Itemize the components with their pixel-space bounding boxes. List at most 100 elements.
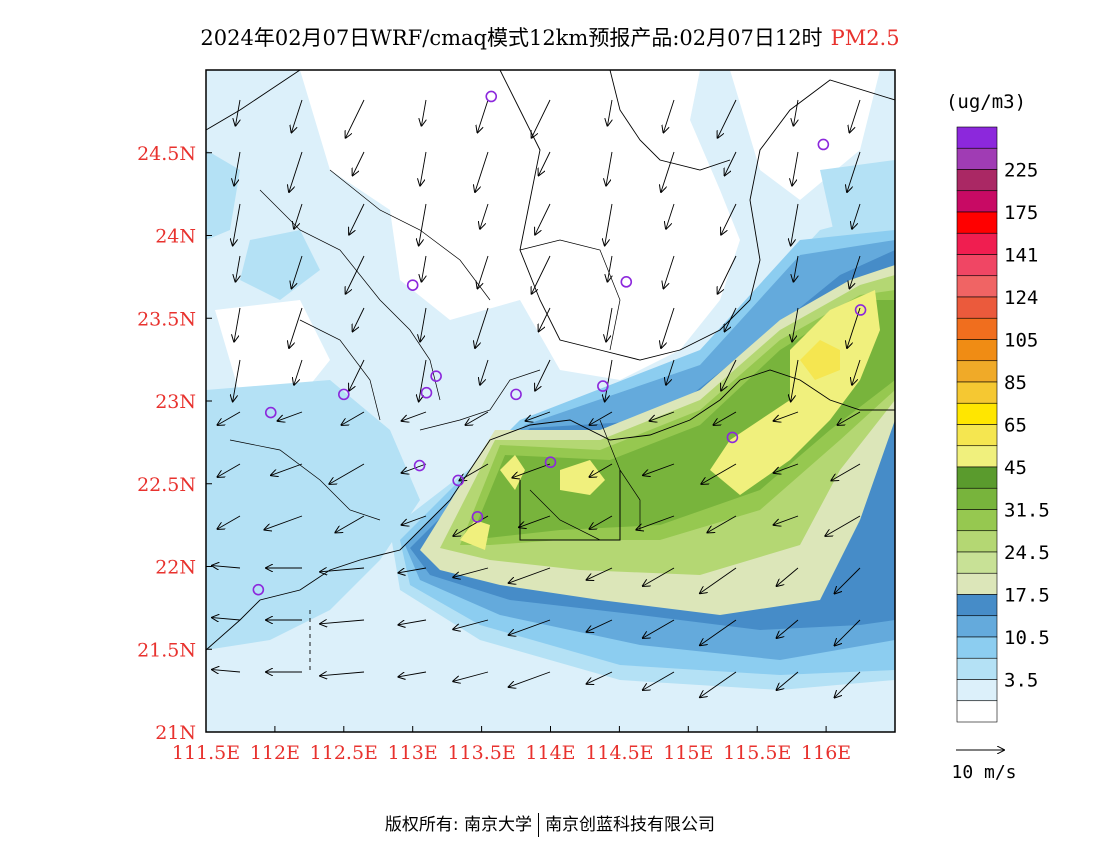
wind-arrow	[217, 411, 241, 425]
wind-arrow	[453, 671, 489, 681]
wind-arrow	[480, 203, 489, 229]
x-tick-label: 115.5E	[723, 742, 791, 764]
wind-arrow	[512, 463, 551, 478]
wind-arrow	[234, 307, 241, 341]
wind-arrow	[700, 567, 737, 593]
wind-arrow	[663, 99, 675, 132]
title-pollutant: PM2.5	[830, 26, 900, 50]
wind-arrow	[718, 255, 737, 294]
wind-arrow	[643, 463, 675, 475]
wind-arrow	[661, 307, 675, 348]
wind-arrow	[532, 99, 551, 138]
wind-arrow	[419, 203, 427, 245]
wind-arrow	[475, 307, 489, 348]
wind-arrow	[289, 151, 303, 192]
legend-swatch	[956, 530, 998, 553]
x-tick-label: 111.5E	[172, 742, 240, 764]
wind-arrow	[421, 255, 426, 282]
legend-swatch	[956, 126, 998, 149]
legend-swatch	[956, 232, 998, 255]
wind-arrow	[294, 359, 303, 385]
wind-arrow	[335, 515, 365, 533]
wind-arrow	[793, 99, 798, 126]
wind-arrow	[402, 515, 427, 525]
legend-swatch	[956, 190, 998, 213]
wind-arrow	[235, 99, 240, 126]
wind-arrow	[291, 255, 303, 288]
legend-label: 175	[1004, 202, 1038, 224]
wind-arrow	[852, 359, 861, 385]
wind-arrow	[398, 619, 427, 625]
legend-swatch	[956, 317, 998, 340]
wind-arrow	[535, 203, 551, 235]
wind-arrow	[453, 619, 489, 629]
wind-arrow	[519, 515, 551, 527]
wind-arrow	[587, 619, 613, 632]
wind-arrow	[353, 151, 365, 175]
wind-arrow	[278, 411, 303, 421]
province-border	[206, 70, 895, 361]
legend-label: 124	[1004, 287, 1038, 309]
x-tick-label: 114E	[525, 742, 575, 764]
wind-arrow	[419, 359, 427, 401]
wind-arrow	[792, 151, 799, 185]
legend-swatch	[956, 169, 998, 192]
wind-arrow	[589, 463, 613, 477]
wind-arrow	[477, 99, 489, 132]
y-tick-label: 23.5N	[137, 308, 196, 330]
station-marker	[413, 459, 426, 472]
wind-arrow	[421, 99, 426, 126]
wind-arrow	[587, 567, 613, 580]
legend-swatch	[956, 211, 998, 234]
wind-arrow	[607, 99, 612, 126]
wind-arrow	[320, 568, 365, 572]
station-marker	[817, 138, 830, 151]
y-tick-label: 24N	[155, 226, 196, 248]
wind-arrow	[837, 411, 861, 425]
legend-label: 17.5	[1004, 585, 1050, 607]
wind-vectors	[212, 99, 861, 697]
wind-arrow	[701, 463, 737, 484]
legend-swatch	[956, 679, 998, 702]
concentration-field	[206, 70, 895, 732]
legend-swatch	[956, 360, 998, 383]
wind-arrow	[636, 515, 675, 530]
wind-arrow	[349, 359, 365, 391]
wind-arrow	[349, 203, 365, 235]
wind-arrow	[718, 99, 737, 138]
wind-arrow	[532, 255, 551, 294]
x-tick-label: 113E	[388, 742, 438, 764]
copyright-suffix: 南京创蓝科技有限公司	[545, 815, 716, 835]
wind-arrow	[539, 307, 551, 331]
y-axis: 24.5N 24N 23.5N 23N 22.5N 22N 21.5N 21N	[137, 143, 212, 744]
wind-arrow	[480, 359, 489, 385]
band-yellow-core	[800, 340, 840, 380]
wind-arrow	[852, 203, 861, 229]
wind-arrow	[212, 670, 241, 672]
legend-label: 45	[1004, 457, 1027, 479]
legend-swatch	[956, 296, 998, 319]
legend-label: 24.5	[1004, 542, 1050, 564]
legend-label: 65	[1004, 415, 1027, 437]
wind-arrow	[289, 307, 303, 348]
x-tick-label: 113.5E	[447, 742, 515, 764]
wind-arrow	[212, 618, 241, 620]
wind-arrow	[398, 567, 427, 573]
county-lines	[229, 169, 641, 541]
wind-arrow	[777, 567, 799, 586]
region-box	[519, 470, 621, 541]
x-tick-label: 115E	[663, 742, 713, 764]
wind-arrow	[792, 307, 799, 341]
legend-swatch	[956, 147, 998, 170]
coastline	[206, 369, 895, 651]
wind-arrow	[235, 255, 240, 282]
wind-arrow	[587, 671, 613, 684]
wind-arrow	[835, 619, 861, 645]
wind-scale-label: 10 m/s	[951, 762, 1016, 783]
station-marker	[430, 370, 442, 382]
x-tick-label: 112E	[250, 742, 300, 764]
wind-arrow	[725, 151, 737, 175]
wind-arrow	[420, 307, 427, 341]
wind-arrow	[320, 672, 365, 676]
legend-swatch	[956, 466, 998, 489]
